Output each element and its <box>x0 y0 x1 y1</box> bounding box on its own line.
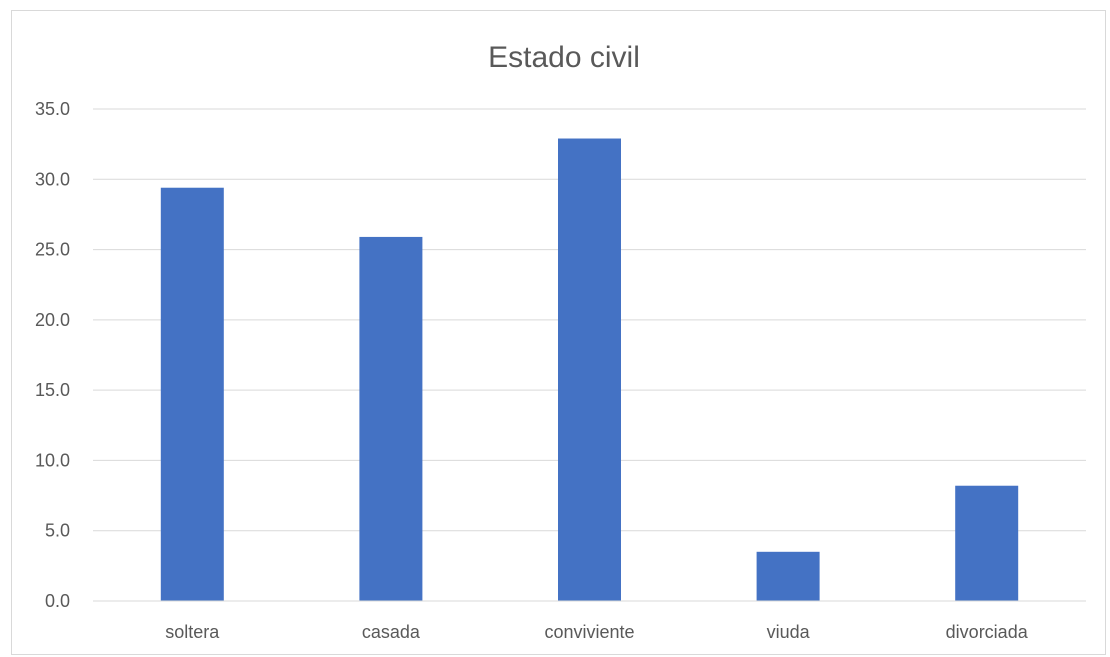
bar-soltera <box>160 187 224 601</box>
y-tick-label: 0.0 <box>45 591 70 611</box>
y-tick-label: 5.0 <box>45 521 70 541</box>
bar-viuda <box>756 551 820 601</box>
y-tick-label: 20.0 <box>35 310 70 330</box>
bar-conviviente <box>558 138 621 601</box>
x-tick-label-casada: casada <box>362 622 421 642</box>
y-tick-label: 10.0 <box>35 450 70 470</box>
bar-casada <box>359 236 423 602</box>
x-tick-label-viuda: viuda <box>767 622 811 642</box>
bars <box>160 138 1019 602</box>
x-tick-label-soltera: soltera <box>165 622 220 642</box>
y-tick-label: 15.0 <box>35 380 70 400</box>
x-tick-label-divorciada: divorciada <box>946 622 1029 642</box>
y-tick-label: 35.0 <box>35 99 70 119</box>
y-tick-label: 25.0 <box>35 240 70 260</box>
y-axis-tick-labels: 0.0 5.0 10.0 15.0 20.0 25.0 30.0 35.0 <box>35 99 70 611</box>
bar-divorciada <box>955 485 1019 601</box>
y-tick-label: 30.0 <box>35 169 70 189</box>
chart-title: Estado civil <box>488 41 640 74</box>
x-tick-label-conviviente: conviviente <box>544 622 634 642</box>
x-axis-tick-labels: soltera casada conviviente viuda divorciada <box>165 622 1028 642</box>
